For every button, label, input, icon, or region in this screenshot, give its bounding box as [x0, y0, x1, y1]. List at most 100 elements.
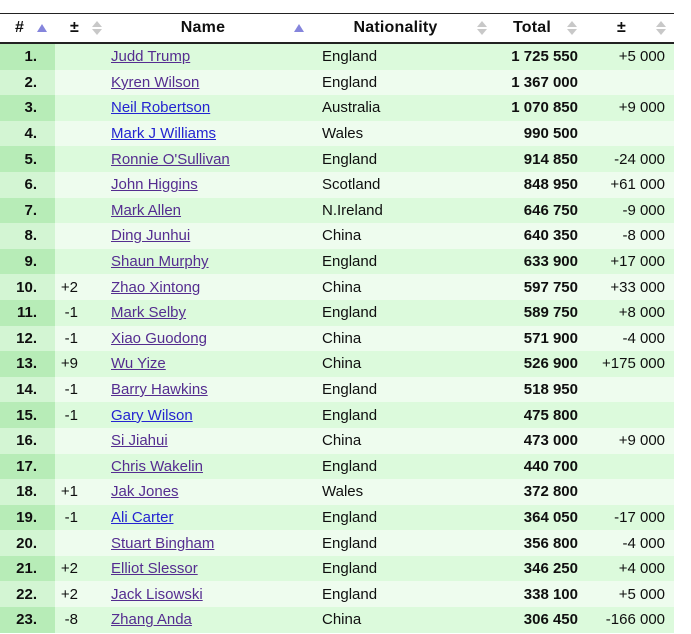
name-cell: Chris Wakelin [110, 453, 312, 480]
rank-cell: 2. [0, 69, 55, 96]
money-change-cell: -4 000 [585, 325, 674, 352]
player-link[interactable]: Xiao Guodong [111, 329, 207, 347]
player-link[interactable]: Zhang Anda [111, 611, 192, 629]
nationality-cell: England [312, 248, 495, 275]
player-link[interactable]: Ding Junhui [111, 227, 191, 245]
name-cell: Shaun Murphy [110, 248, 312, 275]
position-change-cell: -1 [55, 376, 110, 403]
nationality-cell: England [312, 376, 495, 403]
rank-cell: 15. [0, 402, 55, 428]
money-change-cell: +9 000 [585, 427, 674, 454]
table-row: 2. Kyren Wilson England 1 367 000 [0, 69, 674, 96]
player-link[interactable]: Judd Trump [111, 48, 191, 66]
column-header-money_change[interactable]: ± [585, 13, 674, 44]
player-link[interactable]: Mark Allen [111, 201, 182, 219]
table-row: 1. Judd Trump England 1 725 550 +5 000 [0, 43, 674, 70]
player-link[interactable]: Stuart Bingham [111, 534, 215, 552]
total-cell: 1 367 000 [495, 69, 585, 96]
nationality-cell: England [312, 453, 495, 480]
column-header-rank[interactable]: # [0, 13, 55, 44]
total-cell: 914 850 [495, 146, 585, 172]
player-link[interactable]: John Higgins [111, 176, 198, 194]
player-link[interactable]: Ronnie O'Sullivan [111, 150, 230, 168]
nationality-cell: England [312, 299, 495, 326]
position-change-cell [55, 223, 110, 249]
player-link[interactable]: Zhao Xintong [111, 278, 201, 296]
nationality-cell: China [312, 427, 495, 454]
player-link[interactable]: Kyren Wilson [111, 73, 200, 91]
money-change-cell: -24 000 [585, 146, 674, 172]
rank-cell: 16. [0, 427, 55, 454]
table-row: 19. -1 Ali Carter England 364 050 -17 000 [0, 504, 674, 531]
nationality-cell: China [312, 351, 495, 377]
player-link[interactable]: Mark Selby [111, 304, 187, 322]
table-row: 14. -1 Barry Hawkins England 518 950 [0, 376, 674, 403]
player-link[interactable]: Jack Lisowski [111, 585, 203, 603]
rank-cell: 19. [0, 504, 55, 531]
triangle-up-icon [92, 21, 102, 27]
table-row: 15. -1 Gary Wilson England 475 800 [0, 402, 674, 428]
name-cell: Jak Jones [110, 479, 312, 505]
nationality-cell: Australia [312, 95, 495, 121]
table-header: # ± Name Nationality Total ± [0, 13, 674, 44]
triangle-down-icon [477, 29, 487, 35]
player-link[interactable]: Ali Carter [111, 508, 174, 526]
rank-cell: 12. [0, 325, 55, 352]
money-change-cell: +9 000 [585, 95, 674, 121]
player-link[interactable]: Wu Yize [111, 355, 166, 373]
money-change-cell: -4 000 [585, 530, 674, 556]
name-cell: Barry Hawkins [110, 376, 312, 403]
total-cell: 1 070 850 [495, 95, 585, 121]
total-cell: 473 000 [495, 427, 585, 454]
player-link[interactable]: Neil Robertson [111, 99, 211, 117]
player-link[interactable]: Mark J Williams [111, 125, 216, 143]
money-change-cell [585, 120, 674, 147]
money-change-cell: +17 000 [585, 248, 674, 275]
column-header-name[interactable]: Name [110, 13, 312, 44]
table-row: 20. Stuart Bingham England 356 800 -4 000 [0, 530, 674, 556]
money-change-cell [585, 402, 674, 428]
name-cell: Zhao Xintong [110, 274, 312, 300]
triangle-down-icon [92, 29, 102, 35]
player-link[interactable]: Elliot Slessor [111, 560, 198, 578]
name-cell: Xiao Guodong [110, 325, 312, 352]
player-link[interactable]: Gary Wilson [111, 406, 193, 424]
position-change-cell [55, 197, 110, 224]
position-change-cell: -1 [55, 504, 110, 531]
position-change-cell [55, 530, 110, 556]
player-link[interactable]: Shaun Murphy [111, 253, 209, 271]
rank-cell: 9. [0, 248, 55, 275]
table-row: 8. Ding Junhui China 640 350 -8 000 [0, 223, 674, 249]
table-row: 3. Neil Robertson Australia 1 070 850 +9 000 [0, 95, 674, 121]
player-link[interactable]: Chris Wakelin [111, 457, 203, 475]
table-row: 6. John Higgins Scotland 848 950 +61 000 [0, 171, 674, 198]
table-row: 21. +2 Elliot Slessor England 346 250 +4 000 [0, 555, 674, 582]
table-body: 1. Judd Trump England 1 725 550 +5 000 2. Kyre… [0, 43, 674, 633]
triangle-up-icon [656, 21, 666, 27]
position-change-cell: +2 [55, 581, 110, 608]
money-change-cell: +5 000 [585, 581, 674, 608]
player-link[interactable]: Si Jiahui [111, 432, 168, 450]
table-row: 23. -8 Zhang Anda China 306 450 -166 000 [0, 607, 674, 633]
rank-cell: 5. [0, 146, 55, 172]
nationality-cell: China [312, 607, 495, 633]
column-header-change[interactable]: ± [55, 13, 110, 44]
column-header-nationality[interactable]: Nationality [312, 13, 495, 44]
money-change-cell [585, 453, 674, 480]
player-link[interactable]: Jak Jones [111, 483, 179, 501]
player-link[interactable]: Barry Hawkins [111, 381, 208, 399]
name-cell: Neil Robertson [110, 95, 312, 121]
money-change-cell: +5 000 [585, 43, 674, 70]
nationality-cell: England [312, 581, 495, 608]
rank-cell: 20. [0, 530, 55, 556]
nationality-cell: England [312, 530, 495, 556]
name-cell: John Higgins [110, 171, 312, 198]
column-header-total[interactable]: Total [495, 13, 585, 44]
total-cell: 356 800 [495, 530, 585, 556]
position-change-cell: -1 [55, 299, 110, 326]
total-cell: 372 800 [495, 479, 585, 505]
total-cell: 346 250 [495, 555, 585, 582]
nationality-cell: Scotland [312, 171, 495, 198]
nationality-cell: England [312, 43, 495, 70]
